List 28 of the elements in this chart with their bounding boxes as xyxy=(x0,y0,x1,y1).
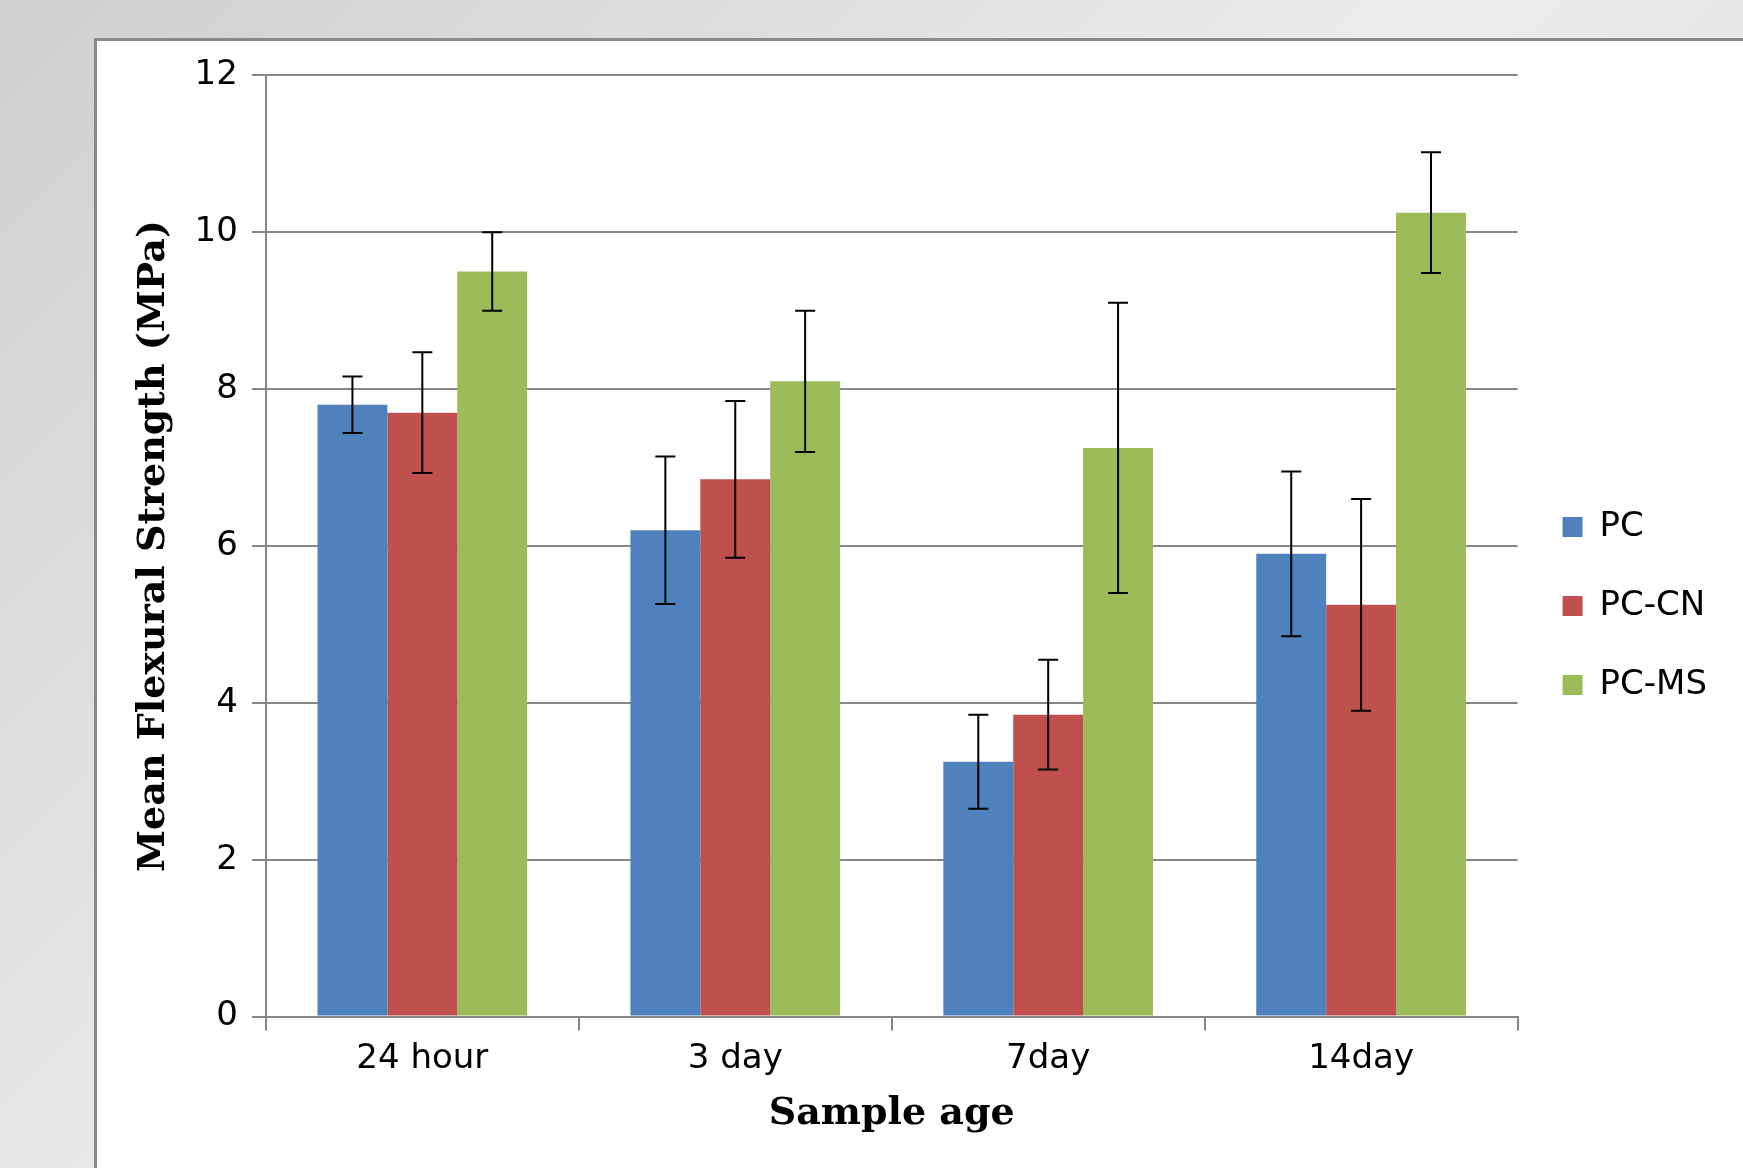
bar xyxy=(1013,714,1084,1016)
bar xyxy=(317,404,388,1016)
bar xyxy=(387,412,458,1016)
bar xyxy=(943,761,1014,1016)
y-tick-label: 10 xyxy=(194,209,238,250)
legend-label: PC-MS xyxy=(1599,661,1708,702)
legend-label: PC-CN xyxy=(1599,582,1706,623)
x-tick-label: 3 day xyxy=(687,1035,783,1076)
y-tick-label: 4 xyxy=(216,679,238,720)
bar xyxy=(1396,212,1466,1016)
y-tick-label: 6 xyxy=(216,522,238,563)
x-tick-label: 24 hour xyxy=(356,1035,489,1076)
x-tick-label: 14day xyxy=(1308,1035,1415,1076)
y-tick-label: 8 xyxy=(216,365,238,406)
x-axis-title: Sample age xyxy=(768,1088,1015,1134)
x-tick-label: 7day xyxy=(1006,1035,1091,1076)
bar xyxy=(1083,447,1154,1016)
bar xyxy=(770,381,841,1016)
y-axis-title: Mean Flexural Strength (MPa) xyxy=(127,220,173,872)
bar xyxy=(1326,604,1397,1016)
y-tick-label: 2 xyxy=(216,836,238,877)
y-tick-label: 12 xyxy=(194,52,238,93)
bar xyxy=(457,271,528,1016)
bar xyxy=(700,479,771,1016)
bar xyxy=(1256,553,1327,1016)
bar xyxy=(630,530,701,1016)
y-tick-label: 0 xyxy=(216,993,238,1034)
legend-label: PC xyxy=(1599,503,1644,544)
